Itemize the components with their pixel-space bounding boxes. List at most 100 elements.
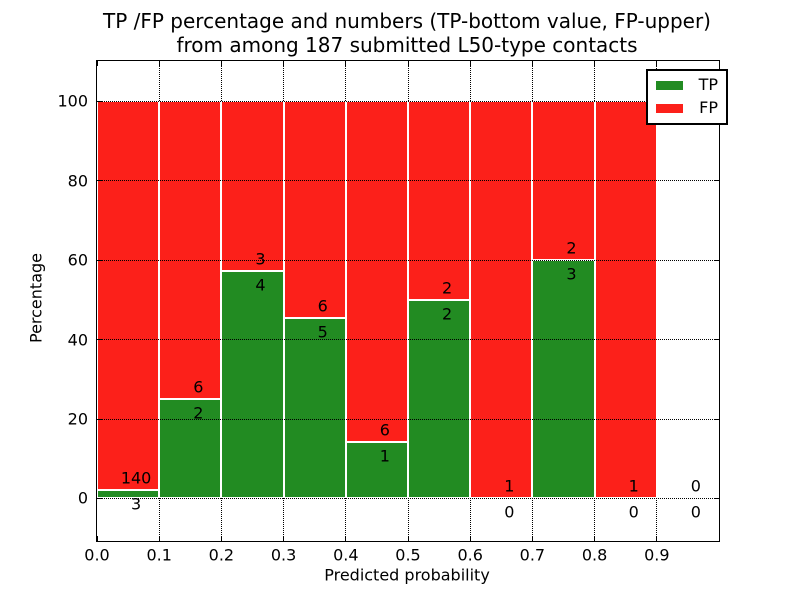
y-tick-mark <box>714 418 719 420</box>
x-tick-mark <box>158 536 160 541</box>
bar-fp-segment <box>345 101 408 442</box>
fp-count-label: 0 <box>690 476 701 496</box>
tp-count-label: 2 <box>193 403 204 423</box>
x-tick-label: 0.1 <box>146 545 172 565</box>
bar-fp-segment <box>470 101 533 499</box>
x-tick-label: 0.4 <box>333 545 359 565</box>
fp-count-label: 1 <box>504 476 515 496</box>
legend-swatch-tp <box>656 80 683 90</box>
legend: TP FP <box>646 69 728 125</box>
chart-title: TP /FP percentage and numbers (TP-bottom… <box>96 9 718 57</box>
tp-count-label: 0 <box>690 502 701 522</box>
bar-fp-segment <box>408 101 471 300</box>
fp-count-label: 2 <box>442 278 453 298</box>
y-tick-label: 80 <box>67 171 88 191</box>
tp-count-label: 3 <box>566 264 577 284</box>
x-tick-label: 0.0 <box>84 545 110 565</box>
x-tick-mark <box>345 536 347 541</box>
legend-label-tp: TP <box>698 75 718 94</box>
legend-swatch-fp <box>656 103 683 113</box>
chart-title-line-1: TP /FP percentage and numbers (TP-bottom… <box>103 9 711 33</box>
x-tick-mark <box>158 61 160 66</box>
bar-tp-segment <box>97 490 160 499</box>
y-tick-label: 40 <box>67 330 88 350</box>
x-tick-mark <box>220 61 222 66</box>
y-tick-label: 60 <box>67 250 88 270</box>
plot-area: TP FP 0.0 0.1 0.2 0.3 0.4 0.5 0.6 0.7 0.8 0.9 140 3… <box>57 60 728 565</box>
y-tick-mark <box>714 339 719 341</box>
x-tick-mark <box>283 536 285 541</box>
y-tick-mark <box>97 339 102 341</box>
tp-count-label: 0 <box>504 502 515 522</box>
x-tick-mark <box>594 61 596 66</box>
tp-count-label: 3 <box>131 494 142 514</box>
bar-fp-segment <box>221 101 284 272</box>
fp-count-label: 1 <box>628 476 639 496</box>
x-tick-mark <box>96 536 98 541</box>
legend-entry-tp: TP <box>656 76 718 94</box>
y-tick-mark <box>97 180 102 182</box>
tp-count-label: 0 <box>628 502 639 522</box>
y-tick-mark <box>714 180 719 182</box>
bar-tp-segment <box>345 441 408 499</box>
y-gridline <box>97 418 719 420</box>
x-tick-label: 0.2 <box>208 545 235 565</box>
tp-count-label: 5 <box>317 322 328 342</box>
fp-count-label: 3 <box>255 249 266 269</box>
y-tick-mark <box>97 100 102 102</box>
bar-tp-segment <box>532 260 595 499</box>
x-tick-mark <box>345 61 347 66</box>
y-gridline <box>97 259 719 261</box>
fp-count-label: 6 <box>193 377 204 397</box>
x-tick-mark <box>407 536 409 541</box>
chart-title-line-2: from among 187 submitted L50-type contac… <box>176 33 638 57</box>
bar-fp-segment <box>594 101 657 499</box>
bar-tp-segment <box>221 271 284 499</box>
y-tick-label: 100 <box>57 91 88 111</box>
y-tick-mark <box>97 497 102 499</box>
x-tick-mark <box>594 536 596 541</box>
x-tick-mark <box>407 61 409 66</box>
x-tick-label: 0.3 <box>270 545 297 565</box>
x-tick-mark <box>531 536 533 541</box>
x-tick-mark <box>469 536 471 541</box>
x-tick-label: 0.9 <box>644 545 670 565</box>
x-tick-label: 0.8 <box>581 545 608 565</box>
fp-count-label: 140 <box>120 468 152 488</box>
y-axis-label: Percentage <box>26 252 46 344</box>
y-gridline <box>97 180 719 182</box>
tp-count-label: 1 <box>379 446 390 466</box>
y-gridline <box>97 497 719 499</box>
tp-count-label: 2 <box>442 304 453 324</box>
x-tick-label: 0.7 <box>519 545 546 565</box>
bar-fp-segment <box>159 101 222 400</box>
x-tick-mark <box>220 536 222 541</box>
bar-fp-segment <box>97 101 160 491</box>
y-gridline <box>97 339 719 341</box>
x-tick-mark <box>531 61 533 66</box>
legend-label-fp: FP <box>699 98 718 117</box>
fp-count-label: 2 <box>566 238 577 258</box>
x-tick-mark <box>283 61 285 66</box>
x-tick-mark <box>96 61 98 66</box>
x-tick-label: 0.6 <box>457 545 483 565</box>
x-tick-mark <box>656 61 658 66</box>
legend-entry-fp: FP <box>656 99 718 117</box>
x-tick-mark <box>469 61 471 66</box>
y-gridline <box>97 100 719 102</box>
y-tick-label: 20 <box>67 409 88 429</box>
y-tick-mark <box>97 418 102 420</box>
bar-tp-segment <box>283 317 346 499</box>
fp-count-label: 6 <box>379 420 390 440</box>
x-tick-mark <box>656 536 658 541</box>
y-tick-mark <box>97 259 102 261</box>
y-tick-label: 0 <box>77 488 88 508</box>
tp-count-label: 4 <box>255 275 266 295</box>
x-axis-label: Predicted probability <box>324 565 490 585</box>
y-tick-mark <box>714 259 719 261</box>
bar-tp-segment <box>159 399 222 499</box>
bar-fp-segment <box>283 101 346 318</box>
x-gridline <box>656 61 658 541</box>
y-tick-mark <box>714 497 719 499</box>
